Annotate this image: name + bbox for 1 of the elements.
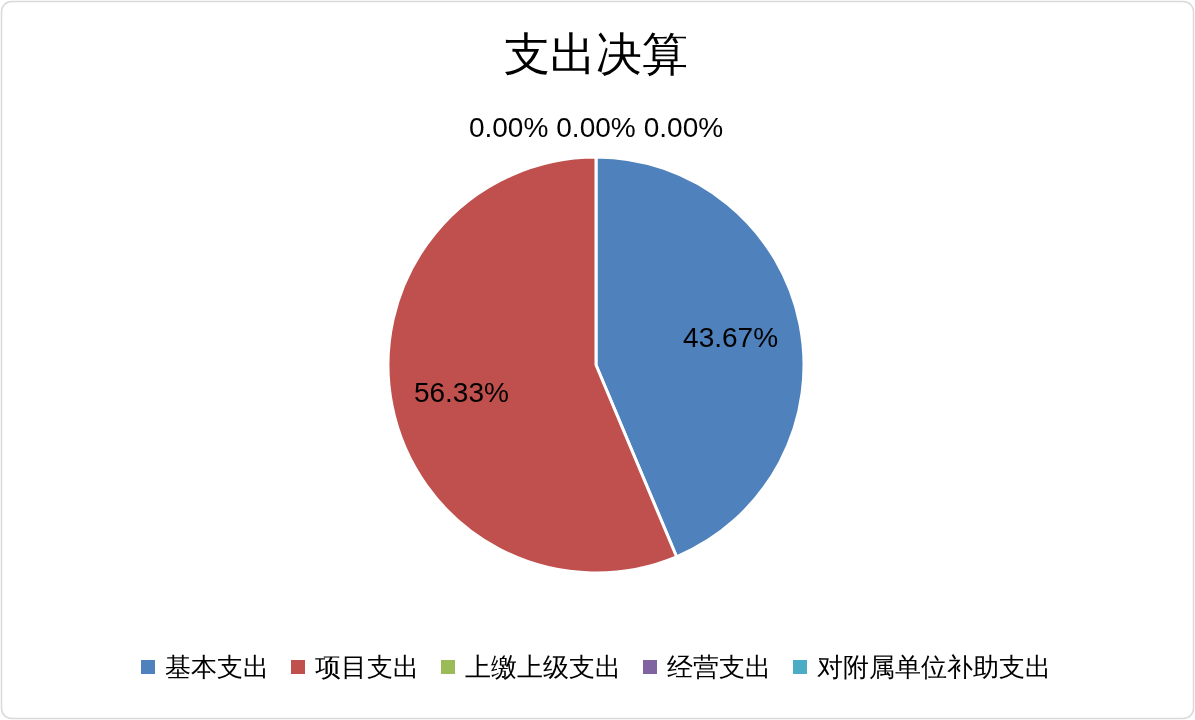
title: 支出决算 — [504, 29, 688, 80]
